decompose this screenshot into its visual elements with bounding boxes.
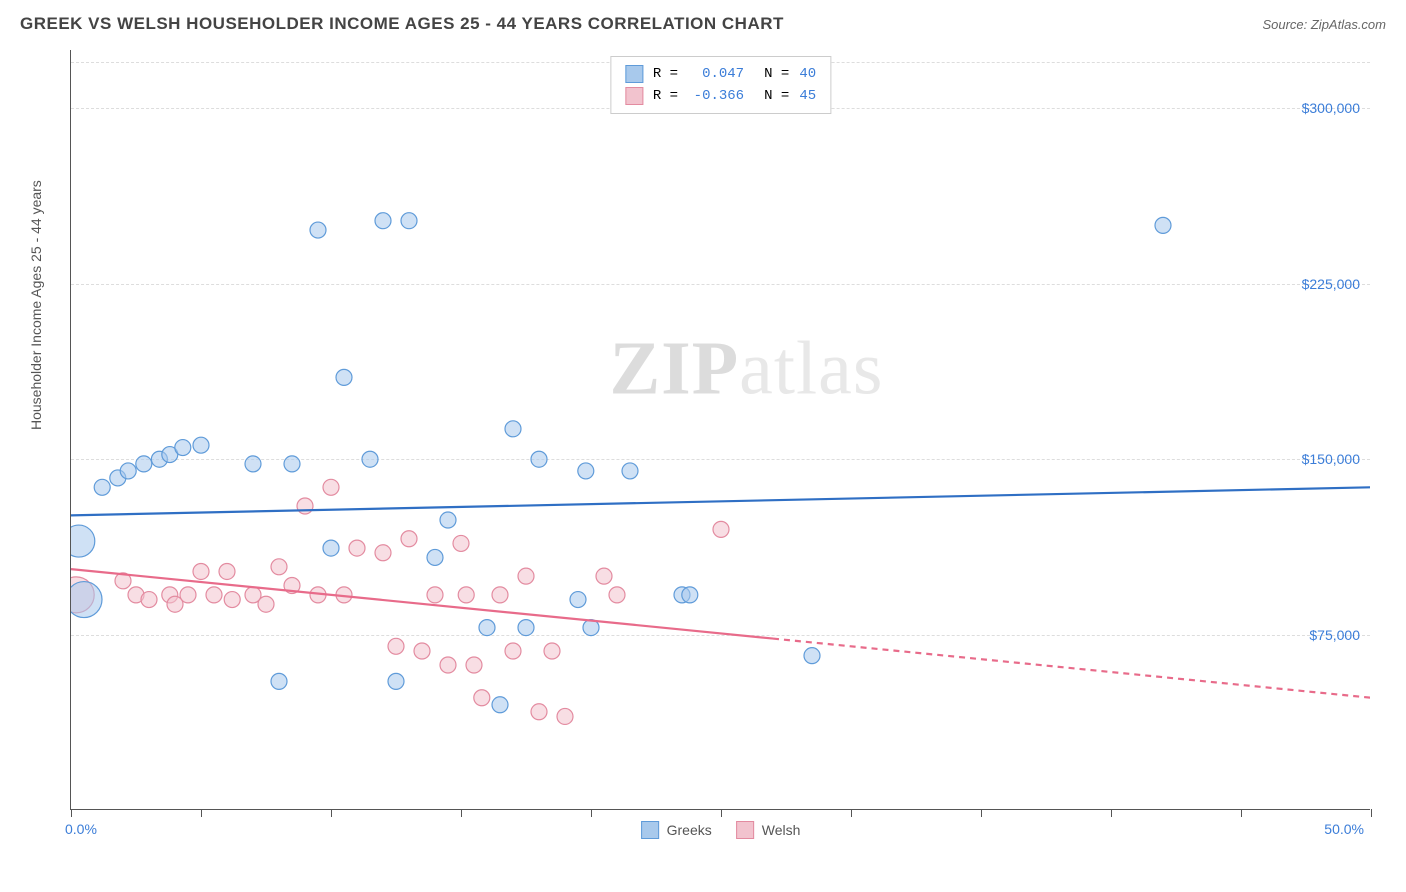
legend-item-greeks: Greeks xyxy=(641,821,712,839)
plot-area: ZIPatlas $75,000$150,000$225,000$300,000… xyxy=(70,50,1370,810)
legend-item-welsh: Welsh xyxy=(736,821,801,839)
swatch-welsh xyxy=(625,87,643,105)
swatch-welsh-icon xyxy=(736,821,754,839)
swatch-greeks-icon xyxy=(641,821,659,839)
x-max-label: 50.0% xyxy=(1324,821,1364,837)
x-min-label: 0.0% xyxy=(65,821,97,837)
chart-title: GREEK VS WELSH HOUSEHOLDER INCOME AGES 2… xyxy=(20,14,784,34)
chart-header: GREEK VS WELSH HOUSEHOLDER INCOME AGES 2… xyxy=(0,0,1406,44)
series-legend: Greeks Welsh xyxy=(641,821,801,839)
legend-row-greeks: R = 0.047 N = 40 xyxy=(625,63,816,85)
legend-row-welsh: R = -0.366 N = 45 xyxy=(625,85,816,107)
scatter-plot-svg xyxy=(71,50,1370,809)
swatch-greeks xyxy=(625,65,643,83)
source-label: Source: ZipAtlas.com xyxy=(1262,17,1386,32)
y-axis-label: Householder Income Ages 25 - 44 years xyxy=(28,180,44,430)
correlation-legend: R = 0.047 N = 40 R = -0.366 N = 45 xyxy=(610,56,831,114)
